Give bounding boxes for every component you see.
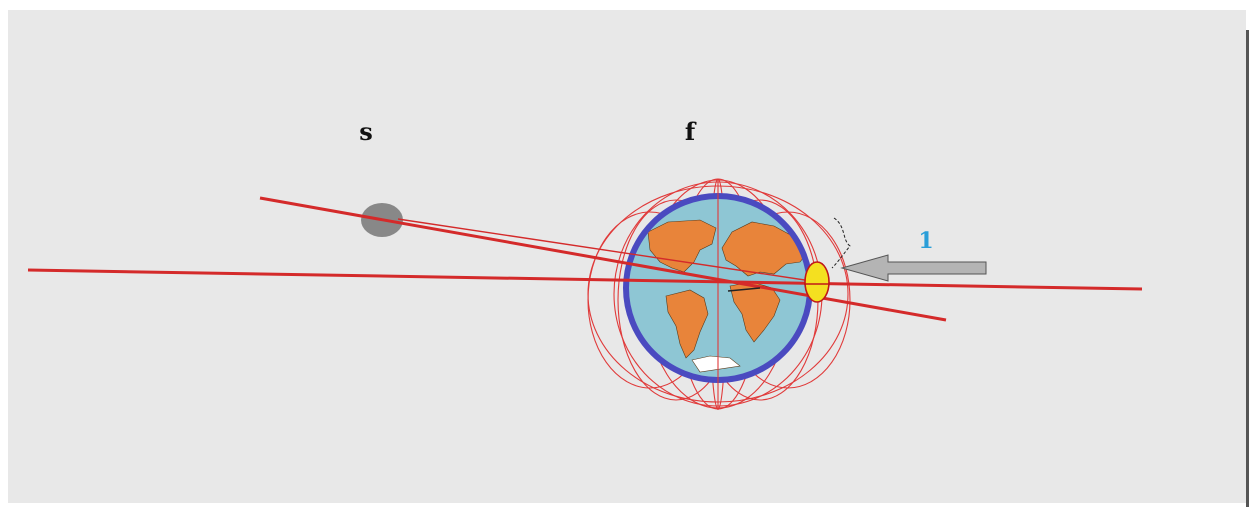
yellow-ellipse-marker	[804, 261, 830, 303]
frame-right-edge	[1246, 30, 1249, 507]
land-south-america	[665, 289, 709, 359]
red-lines	[27, 196, 1143, 322]
diagonal-line-thin	[397, 218, 819, 283]
diagonal-line-thick	[259, 196, 947, 322]
short-dark-segment	[727, 287, 761, 292]
land-antarctica	[691, 355, 741, 373]
label-s: s	[359, 117, 373, 146]
land-africa	[729, 281, 781, 343]
land-eurasia	[721, 221, 809, 277]
dashed-curve	[831, 217, 851, 269]
horizontal-line	[27, 268, 1143, 291]
label-arrow-number: 1	[918, 228, 933, 254]
diagram-background	[8, 10, 1246, 503]
left-arrow-icon	[840, 254, 987, 282]
label-f: f	[685, 117, 697, 146]
